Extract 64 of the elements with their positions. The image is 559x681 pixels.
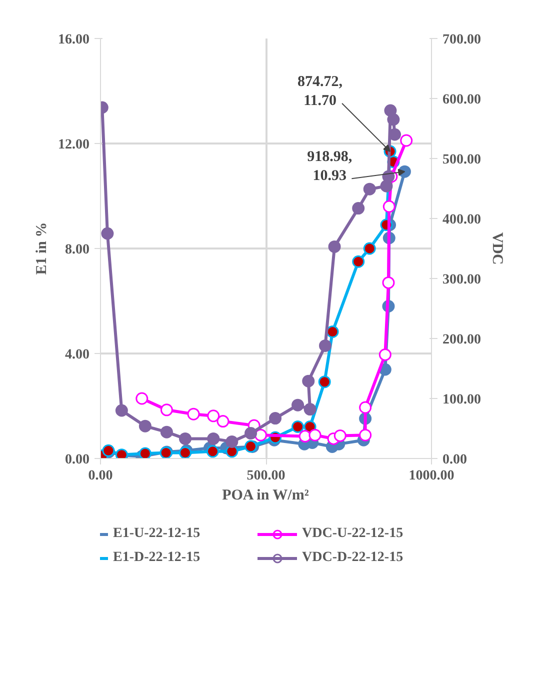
point bbox=[269, 412, 282, 425]
point bbox=[138, 420, 152, 432]
point bbox=[363, 242, 376, 255]
point bbox=[136, 392, 148, 405]
point bbox=[328, 240, 341, 253]
point bbox=[378, 348, 392, 361]
point bbox=[187, 408, 200, 420]
legend-label: E1-D-22-12-15 bbox=[113, 550, 202, 566]
annotation: 874.72, 11.70 bbox=[298, 74, 343, 109]
legend-label: VDC-U-22-12-15 bbox=[302, 526, 404, 542]
point bbox=[363, 182, 376, 196]
y-tick-label: 8.00 bbox=[65, 242, 90, 258]
point bbox=[298, 430, 312, 443]
point bbox=[382, 276, 395, 289]
y-tick-label: 12.00 bbox=[58, 138, 90, 152]
point bbox=[359, 428, 372, 442]
y2-tick-label: 700.00 bbox=[442, 32, 481, 48]
point bbox=[206, 445, 219, 458]
point bbox=[359, 401, 372, 414]
y-tick-label: 0.00 bbox=[65, 452, 90, 468]
point bbox=[216, 415, 230, 428]
point bbox=[302, 374, 315, 388]
point bbox=[292, 420, 304, 433]
point bbox=[319, 339, 332, 352]
y2-tick-label: 500.00 bbox=[442, 152, 481, 168]
point bbox=[226, 435, 238, 448]
point bbox=[207, 410, 220, 422]
y2-tick-label: 400.00 bbox=[442, 212, 481, 228]
point bbox=[352, 202, 365, 215]
legend-label: E1-U-22-12-15 bbox=[113, 526, 202, 542]
point bbox=[382, 170, 395, 183]
y2-tick-label: 0.00 bbox=[442, 452, 467, 468]
point bbox=[318, 376, 331, 388]
y-axis-title: E1 in % bbox=[34, 222, 50, 275]
point bbox=[160, 404, 173, 416]
point bbox=[207, 432, 220, 445]
point bbox=[115, 404, 128, 417]
annotation: 918.98, 10.93 bbox=[307, 148, 352, 184]
point bbox=[387, 113, 400, 126]
point bbox=[138, 447, 152, 458]
x-tick-label: 500.00 bbox=[246, 468, 286, 484]
point bbox=[292, 398, 304, 412]
y2-tick-label: 600.00 bbox=[442, 92, 481, 108]
point bbox=[244, 427, 258, 440]
y2-axis-title: VDC bbox=[489, 232, 505, 265]
point bbox=[101, 227, 114, 240]
x-tick-label: 1000.00 bbox=[408, 468, 454, 484]
point bbox=[382, 200, 396, 213]
point bbox=[334, 429, 346, 442]
x-axis-title: POA in W/m² bbox=[222, 488, 310, 504]
point bbox=[308, 428, 322, 442]
point bbox=[178, 432, 192, 445]
y-tick-label: 16.00 bbox=[58, 32, 90, 48]
y-tick-label: 4.00 bbox=[65, 348, 90, 362]
x-tick-label: 0.00 bbox=[88, 468, 113, 484]
legend-label: VDC-D-22-12-15 bbox=[302, 550, 404, 566]
y2-tick-label: 200.00 bbox=[442, 332, 481, 348]
y2-tick-label: 300.00 bbox=[442, 272, 481, 288]
point bbox=[160, 426, 173, 438]
point bbox=[400, 134, 413, 147]
y2-tick-label: 100.00 bbox=[442, 392, 481, 408]
point bbox=[326, 325, 339, 338]
point bbox=[352, 255, 365, 268]
point bbox=[304, 403, 316, 416]
